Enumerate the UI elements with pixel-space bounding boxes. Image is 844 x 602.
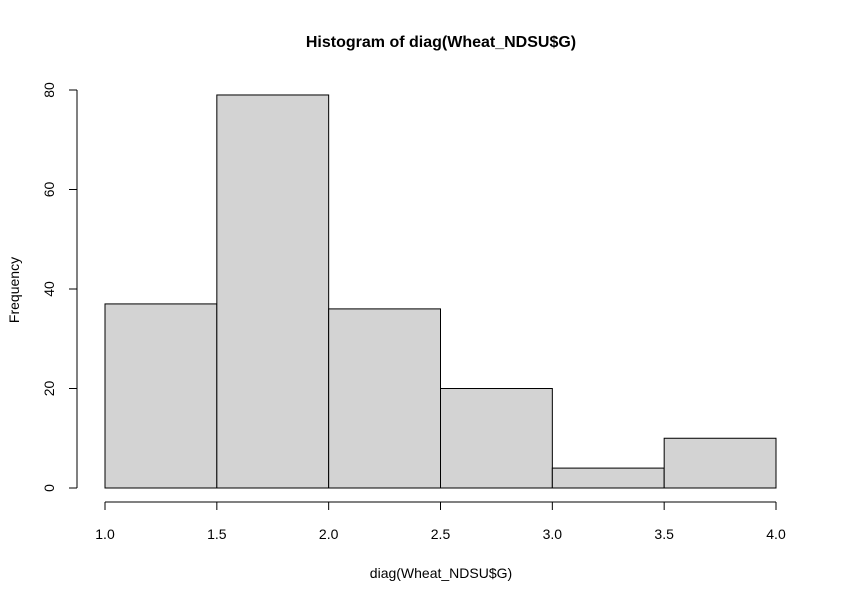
- y-tick-label: 80: [41, 82, 57, 98]
- y-tick-label: 60: [41, 182, 57, 198]
- y-tick-label: 0: [41, 484, 57, 492]
- y-tick-label: 40: [41, 281, 57, 297]
- x-tick-label: 3.0: [543, 526, 563, 542]
- x-tick-label: 1.5: [207, 526, 227, 542]
- x-axis: 1.0 1.5 2.0 2.5 3.0 3.5 4.0: [95, 501, 786, 542]
- x-tick-label: 2.5: [431, 526, 451, 542]
- histogram-bar-4: [440, 388, 553, 489]
- x-tick-label: 2.0: [319, 526, 339, 542]
- histogram-bar-5: [551, 467, 665, 489]
- histogram-bar-6: [663, 437, 777, 489]
- x-axis-label: diag(Wheat_NDSU$G): [370, 565, 512, 581]
- x-tick-label: 1.0: [95, 526, 115, 542]
- chart-title: Histogram of diag(Wheat_NDSU$G): [306, 34, 576, 51]
- bars-group: [104, 94, 777, 489]
- y-axis-label: Frequency: [6, 257, 22, 323]
- y-axis: 0 20 40 60 80: [41, 82, 78, 492]
- x-tick-label: 3.5: [654, 526, 674, 542]
- histogram-bar-1: [104, 303, 218, 489]
- histogram-bar-3: [328, 308, 441, 489]
- histogram-bar-2: [216, 94, 330, 489]
- x-tick-label: 4.0: [766, 526, 786, 542]
- y-tick-label: 20: [41, 381, 57, 397]
